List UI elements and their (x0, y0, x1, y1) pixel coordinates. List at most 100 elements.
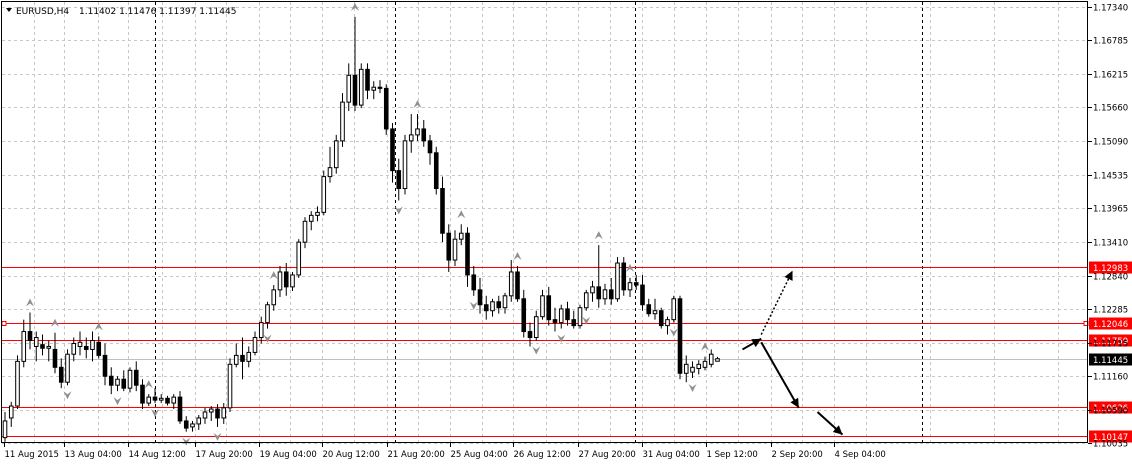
fractal-down-icon (113, 397, 122, 406)
candle-body-bull (333, 140, 339, 169)
candle (246, 346, 252, 368)
candle (333, 134, 339, 174)
candle (215, 404, 220, 427)
level-label: 1.10147 (1093, 433, 1128, 443)
candle (277, 266, 283, 297)
candle-body-bull (321, 176, 327, 213)
candle (365, 63, 370, 100)
candle-body-bull (146, 396, 152, 404)
candle (665, 316, 670, 335)
candle-body-bear (521, 298, 527, 333)
candle (640, 274, 645, 311)
candle (27, 312, 33, 350)
candle (165, 395, 170, 406)
candle (583, 289, 589, 311)
fractal-down-icon (63, 391, 72, 400)
symbol-label: EURUSD,H4 (16, 7, 69, 17)
ohlc-readout: 1.11402 1.11476 1.11397 1.11445 (79, 7, 236, 17)
candle-body-bull (233, 354, 239, 365)
price-tick-label: 1.11715 (1093, 340, 1128, 350)
fractal-down-icon (582, 316, 591, 325)
candle (296, 239, 302, 278)
candle-body-bull (452, 238, 458, 261)
candle-body-bull (371, 86, 377, 91)
candle (527, 322, 533, 347)
candle (565, 301, 570, 326)
candle (590, 280, 595, 302)
candle (140, 379, 145, 410)
candle-body-bull (708, 353, 714, 365)
candle (290, 271, 295, 292)
candle-body-bull (615, 262, 620, 300)
candle-body-bull (671, 298, 677, 321)
level-label-box (1089, 317, 1132, 330)
candle (477, 277, 483, 314)
candle (102, 343, 108, 386)
candle-body-bear (58, 366, 64, 383)
fractal-up-icon (594, 231, 603, 240)
candle (46, 340, 52, 362)
fractal-down-icon (213, 432, 222, 441)
candle (40, 334, 45, 356)
arrowhead-icon (790, 397, 799, 408)
candle-body-bear (283, 271, 289, 288)
candle-body-bear (102, 354, 108, 377)
candle (552, 307, 558, 332)
candle-body-bull (77, 341, 83, 347)
candle (208, 406, 214, 421)
candle (540, 289, 545, 320)
candle-body-bull (415, 128, 420, 136)
fractal-up-icon (51, 318, 59, 327)
price-tick-label: 1.12285 (1093, 306, 1128, 316)
candle-body-bear (152, 396, 158, 401)
candle (577, 304, 583, 329)
candle-body-bear (140, 384, 145, 404)
price-axis: 1.17340 1.16785 1.16215 1.15660 1.15090 1.145… (1088, 4, 1128, 450)
candle (502, 292, 508, 314)
fractal-down-icon (263, 334, 272, 343)
level-label: 1.12983 (1093, 264, 1128, 274)
forecast-arrow-line[interactable] (760, 341, 800, 409)
candle (383, 84, 389, 135)
candle-body-bear (658, 310, 664, 327)
level-label-box (1089, 430, 1132, 443)
candle-body-bull (683, 363, 689, 374)
price-tick-label: 1.10590 (1093, 407, 1128, 417)
candle-body-bear (365, 68, 370, 91)
fractal-up-icon (513, 252, 522, 261)
candle-body-bear (552, 319, 558, 324)
fractal-down-icon (151, 409, 159, 418)
candle (483, 295, 489, 320)
forecast-arrow-line[interactable] (760, 270, 794, 335)
candle (315, 206, 320, 222)
candle-body-bull (577, 307, 583, 327)
candle (258, 316, 264, 344)
time-tick-label: 21 Aug 20:00 (388, 450, 445, 460)
candle-body-bear (596, 286, 602, 300)
candle (2, 412, 8, 442)
candle-body-bull (8, 405, 14, 419)
dropdown-triangle-icon[interactable] (6, 8, 12, 12)
candle (446, 224, 452, 272)
candle-body-bull (502, 295, 508, 309)
fractal-down-icon (469, 301, 478, 310)
level-label-box (1089, 261, 1132, 274)
candle-body-bull (290, 274, 295, 288)
candle-body-bear (383, 87, 389, 130)
candle-body-bull (158, 397, 164, 401)
candle-body-bear (40, 344, 45, 349)
time-tick-label: 25 Aug 04:00 (451, 450, 508, 460)
candle (233, 343, 239, 368)
level-label: 1.10636 (1093, 404, 1128, 414)
candle-body-bear (633, 282, 639, 286)
candle-body-bear (515, 271, 520, 300)
candle-body-bear (215, 408, 220, 419)
candle (633, 274, 639, 290)
candle (90, 331, 95, 362)
candle-body-bull (2, 420, 8, 439)
level-anchor-handle[interactable] (1, 321, 7, 326)
candle (471, 266, 477, 296)
candle-body-bear (608, 289, 614, 300)
candle-body-bull (221, 407, 227, 419)
candle (65, 349, 70, 386)
